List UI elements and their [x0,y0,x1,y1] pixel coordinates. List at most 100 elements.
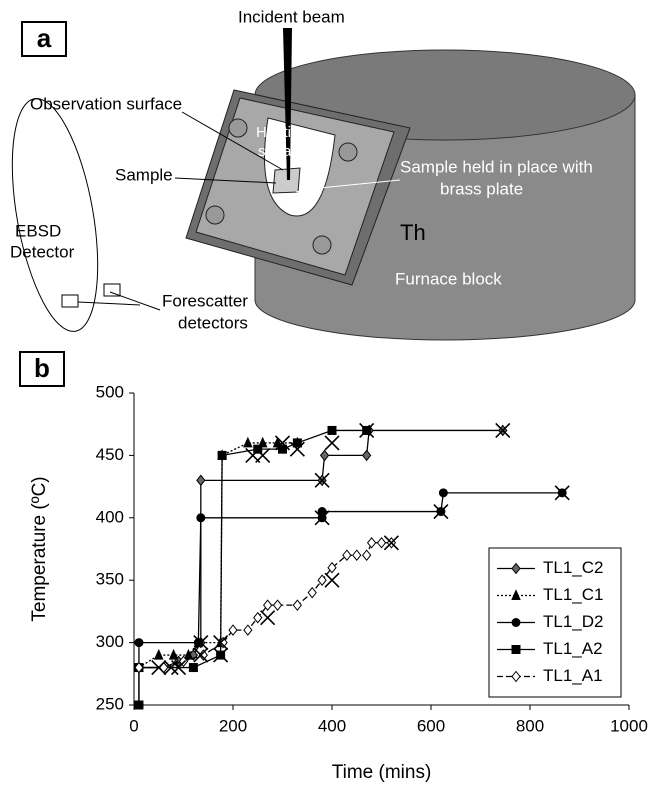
label: Sample held in place with [400,157,593,176]
marker [168,648,179,660]
cross [151,659,167,676]
label: Th [400,220,426,245]
legend-label: TL1_C1 [543,585,603,604]
cross [213,647,229,663]
marker [243,436,253,448]
x-tick-label: 1000 [610,716,648,735]
legend-marker [511,562,521,575]
cross [289,441,305,457]
series-line [138,429,503,669]
cross [260,610,276,626]
marker [292,438,302,448]
marker [278,444,287,454]
legend-label: TL1_C2 [543,558,603,577]
marker [134,700,144,710]
marker [352,549,362,562]
leader [77,301,141,306]
marker [292,599,302,611]
leader [299,179,401,191]
marker [376,536,387,549]
marker [253,611,263,624]
marker [198,649,208,661]
marker [253,444,263,454]
marker [196,513,206,523]
label: EBSD [15,221,61,240]
chart: 0 200 400 600 800 1000 250 300 350 400 450 500 Time … [29,382,648,783]
cross [433,503,449,520]
legend-marker [511,618,521,627]
marker [319,449,330,462]
marker [188,663,198,673]
label: Furnace block [395,269,502,288]
label: Heating [256,124,308,141]
screw [205,205,225,225]
cross [213,635,229,651]
marker [217,450,227,460]
y-tick-label: 400 [96,507,124,526]
y-tick-label: 300 [96,632,124,651]
panel-label: b [34,353,50,383]
y-tick-label: 350 [96,570,124,589]
screw [228,118,248,138]
cross [274,435,291,451]
y-tick-label: 250 [96,694,124,713]
marker [366,536,377,549]
forescatter [61,294,79,308]
y-tick-label: 500 [96,382,124,401]
x-tick-label: 0 [129,716,138,735]
screw [338,142,358,162]
cross [324,572,340,588]
cross [359,422,375,439]
label: detectors [178,313,248,332]
marker [327,561,337,574]
cross [314,510,330,526]
legend-marker [511,645,521,654]
marker [263,599,273,611]
cross [170,659,187,676]
marker [362,549,372,562]
y-tick-label: 450 [96,445,124,464]
screw [312,235,332,255]
beam [283,28,292,180]
cross [193,647,209,663]
leader [181,111,284,171]
panel-box [19,351,65,387]
legend-label: TL1_A2 [543,639,603,658]
label: Incident beam [238,7,345,26]
label: Ts [296,187,313,206]
label: Forescatter [162,291,248,310]
x-tick-label: 800 [516,716,544,735]
cross [193,635,209,651]
ebsd-detector [11,98,99,332]
cross [383,535,399,551]
series-line [138,442,298,669]
marker [307,586,317,599]
legend-label: TL1_A1 [543,666,603,685]
x-tick-label: 600 [417,716,445,735]
forescatter [103,283,121,297]
label: Detector [10,242,75,261]
legend-label: TL1_D2 [543,612,603,631]
legend-marker [511,589,521,600]
marker [153,648,164,660]
marker [317,507,327,517]
marker [193,638,203,648]
marker [438,488,448,498]
marker [317,574,327,587]
marker [243,624,253,636]
cross [495,422,511,439]
x-axis-label: Time (mins) [332,762,432,783]
marker [196,474,206,487]
diagram: a Incident beam Observation surface Heat… [10,7,636,341]
x-tick-label: 200 [219,716,247,735]
marker [228,624,238,636]
leader [109,291,161,311]
panel-box [21,21,67,57]
cross [255,447,271,463]
marker [342,549,352,562]
label: surface [258,143,307,160]
label: brass plate [440,179,523,198]
cross [324,435,340,451]
cross [554,485,570,501]
